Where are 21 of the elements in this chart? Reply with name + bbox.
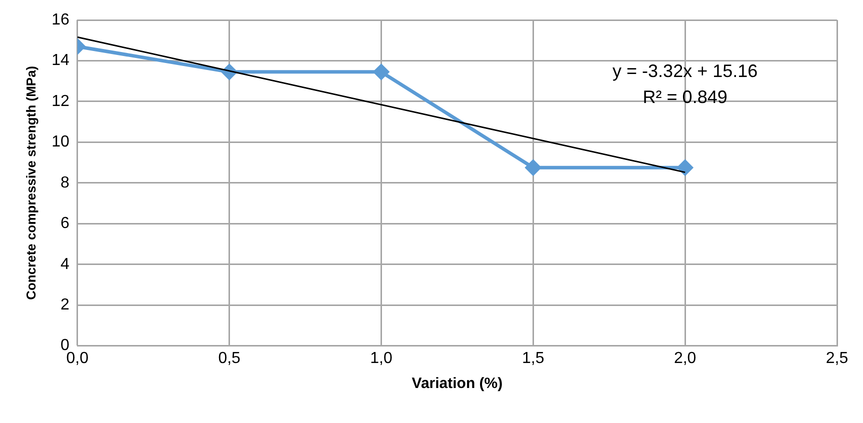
- y-tick-label: 16: [52, 11, 70, 28]
- x-tick-label: 1,0: [370, 350, 392, 367]
- point: [677, 160, 693, 176]
- point: [525, 160, 541, 176]
- y-tick-label: 8: [60, 174, 70, 192]
- annotation: R² = 0.849: [642, 86, 728, 107]
- annotation: y = -3.32x + 15.16: [612, 60, 758, 81]
- y-tick-label: 6: [60, 215, 70, 232]
- point: [373, 64, 389, 80]
- y-axis-title: Concrete compressive strength (MPa): [23, 66, 38, 300]
- y-tick-label: 10: [52, 134, 70, 151]
- x-tick-label: 1,5: [522, 350, 544, 367]
- x-tick-label: 0,5: [218, 350, 241, 367]
- y-tick-label: 2: [60, 296, 70, 314]
- x-tick-label: 2,0: [674, 350, 696, 367]
- x-axis-title: Variation (%): [412, 375, 503, 392]
- y-tick-label: 4: [60, 256, 70, 273]
- x-tick-label: 2,5: [826, 350, 848, 367]
- y-tick-label: 12: [52, 92, 70, 110]
- y-tick-label: 14: [52, 52, 70, 70]
- x-tick-label: 0,0: [66, 350, 89, 367]
